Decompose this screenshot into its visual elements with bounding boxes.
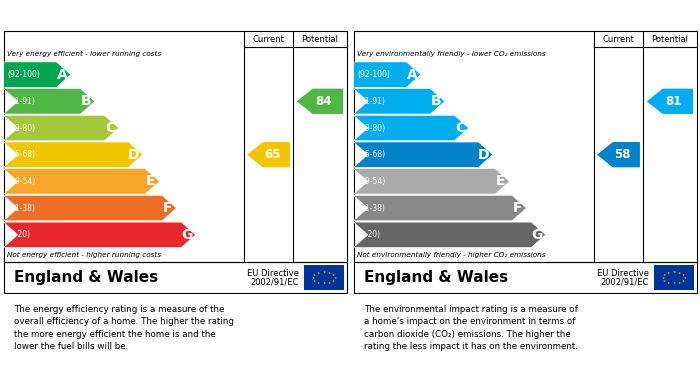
Polygon shape	[4, 196, 176, 221]
Text: Not environmentally friendly - higher CO₂ emissions: Not environmentally friendly - higher CO…	[357, 252, 545, 258]
Text: D: D	[478, 148, 489, 162]
Text: 65: 65	[264, 148, 281, 161]
Text: ★: ★	[323, 282, 326, 285]
Text: (92-100): (92-100)	[358, 70, 391, 79]
Polygon shape	[4, 222, 195, 248]
Polygon shape	[4, 169, 160, 194]
Text: EU Directive: EU Directive	[597, 269, 649, 278]
Text: (55-68): (55-68)	[358, 150, 386, 159]
Polygon shape	[354, 169, 510, 194]
Text: (1-20): (1-20)	[8, 230, 31, 239]
Text: (39-54): (39-54)	[358, 177, 386, 186]
Text: E: E	[146, 174, 155, 188]
Text: EU Directive: EU Directive	[247, 269, 299, 278]
Text: ★: ★	[662, 276, 664, 280]
Polygon shape	[647, 89, 693, 114]
Polygon shape	[4, 115, 119, 141]
Polygon shape	[354, 115, 469, 141]
Text: Very energy efficient - lower running costs: Very energy efficient - lower running co…	[7, 51, 161, 57]
Polygon shape	[354, 222, 545, 248]
Text: ★: ★	[682, 278, 685, 283]
Text: 58: 58	[614, 148, 631, 161]
Text: G: G	[531, 228, 542, 242]
Text: ★: ★	[328, 281, 331, 285]
Text: (1-20): (1-20)	[358, 230, 381, 239]
Text: ★: ★	[663, 273, 666, 277]
Polygon shape	[354, 196, 526, 221]
Text: Environmental Impact (CO₂) Rating: Environmental Impact (CO₂) Rating	[360, 9, 622, 22]
Text: England & Wales: England & Wales	[364, 270, 508, 285]
Polygon shape	[354, 62, 421, 87]
Text: ★: ★	[313, 278, 316, 283]
Polygon shape	[247, 142, 290, 167]
Text: A: A	[407, 68, 417, 82]
Text: Current: Current	[603, 35, 634, 44]
Text: ★: ★	[312, 276, 314, 280]
Text: ★: ★	[332, 273, 335, 277]
Text: G: G	[181, 228, 193, 242]
Polygon shape	[597, 142, 640, 167]
Text: C: C	[455, 121, 465, 135]
Polygon shape	[4, 89, 94, 114]
Text: 84: 84	[316, 95, 332, 108]
Polygon shape	[354, 89, 444, 114]
Polygon shape	[4, 62, 71, 87]
Text: (55-68): (55-68)	[8, 150, 36, 159]
Text: Not energy efficient - higher running costs: Not energy efficient - higher running co…	[7, 252, 161, 258]
Text: (39-54): (39-54)	[8, 177, 36, 186]
Text: B: B	[430, 94, 441, 108]
Text: ★: ★	[328, 271, 331, 274]
Text: Potential: Potential	[302, 35, 338, 44]
Text: F: F	[513, 201, 522, 215]
Text: ★: ★	[667, 271, 670, 274]
Text: England & Wales: England & Wales	[14, 270, 158, 285]
Text: ★: ★	[317, 271, 320, 274]
Text: (81-91): (81-91)	[8, 97, 36, 106]
Text: B: B	[80, 94, 91, 108]
Polygon shape	[354, 142, 493, 167]
Text: ★: ★	[678, 271, 681, 274]
Text: ★: ★	[332, 278, 335, 283]
Text: 2002/91/EC: 2002/91/EC	[251, 278, 299, 287]
Polygon shape	[297, 89, 343, 114]
Text: 81: 81	[666, 95, 682, 108]
Text: D: D	[128, 148, 139, 162]
Text: ★: ★	[333, 276, 337, 280]
Text: A: A	[57, 68, 67, 82]
Text: Potential: Potential	[652, 35, 688, 44]
Text: E: E	[496, 174, 505, 188]
Bar	[654, 265, 694, 290]
Text: (21-38): (21-38)	[8, 204, 36, 213]
Text: ★: ★	[667, 281, 670, 285]
Text: ★: ★	[313, 273, 316, 277]
Text: F: F	[163, 201, 172, 215]
Text: The environmental impact rating is a measure of
a home's impact on the environme: The environmental impact rating is a mea…	[364, 305, 578, 352]
Text: C: C	[105, 121, 115, 135]
Text: ★: ★	[682, 273, 685, 277]
Text: 2002/91/EC: 2002/91/EC	[601, 278, 649, 287]
Text: ★: ★	[678, 281, 681, 285]
Text: Very environmentally friendly - lower CO₂ emissions: Very environmentally friendly - lower CO…	[357, 51, 545, 57]
Text: Current: Current	[253, 35, 284, 44]
Text: ★: ★	[673, 270, 675, 274]
Polygon shape	[4, 142, 143, 167]
Text: ★: ★	[323, 270, 326, 274]
Text: (81-91): (81-91)	[358, 97, 386, 106]
Bar	[304, 265, 344, 290]
Text: ★: ★	[317, 281, 320, 285]
Text: (92-100): (92-100)	[8, 70, 41, 79]
Text: (69-80): (69-80)	[8, 124, 36, 133]
Text: ★: ★	[673, 282, 675, 285]
Text: (69-80): (69-80)	[358, 124, 386, 133]
Text: Energy Efficiency Rating: Energy Efficiency Rating	[10, 9, 194, 22]
Text: ★: ★	[683, 276, 687, 280]
Text: ★: ★	[663, 278, 666, 283]
Text: (21-38): (21-38)	[358, 204, 386, 213]
Text: The energy efficiency rating is a measure of the
overall efficiency of a home. T: The energy efficiency rating is a measur…	[14, 305, 234, 352]
